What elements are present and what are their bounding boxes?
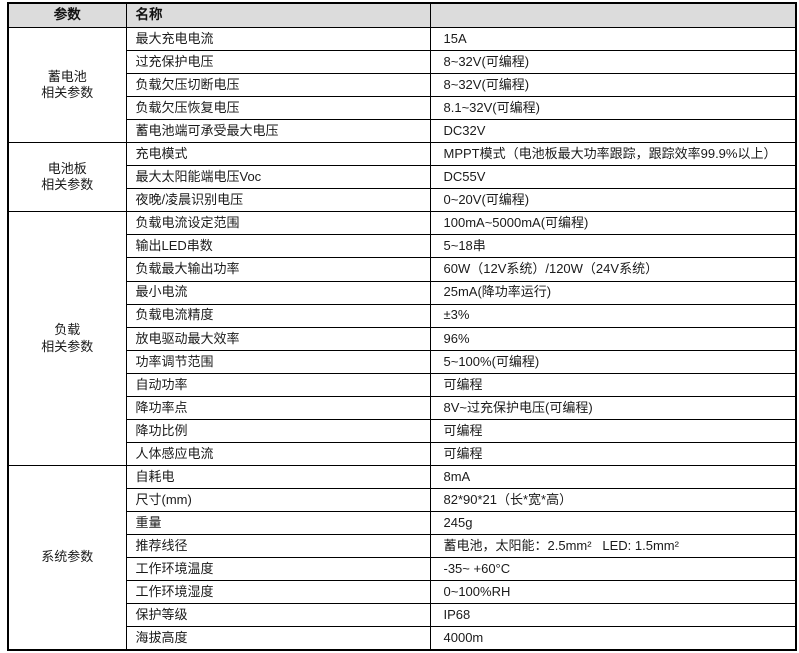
param-name-cell: 人体感应电流	[125, 441, 431, 466]
table-row: 负载欠压恢复电压 8.1~32V(可编程)	[8, 96, 797, 121]
spec-table: 参数 名称 蓄电池 相关参数 最大充电电流 15A 过充保护电压 8~32V(可编程) 负…	[7, 2, 797, 651]
param-value-cell: 可编程	[429, 418, 797, 443]
param-value-cell: 5~100%(可编程)	[429, 349, 797, 374]
group-label: 电池板 相关参数	[7, 142, 127, 213]
param-name-cell: 工作环境湿度	[125, 580, 431, 605]
table-row: 输出LED串数 5~18串	[8, 234, 797, 259]
param-value-cell: 245g	[429, 510, 797, 536]
param-value-cell: 25mA(降功率运行)	[429, 280, 797, 305]
param-value-cell: 8~32V(可编程)	[429, 50, 797, 75]
table-row: 负载欠压切断电压 8~32V(可编程)	[8, 73, 797, 98]
param-value-cell: 0~20V(可编程)	[429, 188, 797, 213]
spec-table-body: 蓄电池 相关参数 最大充电电流 15A 过充保护电压 8~32V(可编程) 负载欠压切断电…	[7, 26, 797, 651]
param-name-cell: 夜晚/凌晨识别电压	[125, 188, 431, 213]
table-row: 蓄电池 相关参数 最大充电电流 15A	[7, 26, 797, 144]
param-name-cell: 输出LED串数	[125, 234, 431, 259]
table-row: 保护等级 IP68	[8, 603, 797, 628]
param-name-cell: 负载欠压切断电压	[125, 73, 431, 98]
param-name-cell: 最大充电电流	[125, 26, 431, 52]
param-name-cell: 工作环境温度	[125, 557, 431, 582]
param-value-cell: 60W（12V系统）/120W（24V系统）	[429, 257, 797, 282]
table-row: 最大太阳能端电压Voc DC55V	[8, 165, 797, 190]
group-label: 系统参数	[7, 464, 127, 651]
table-row: 降功率点 8V~过充保护电压(可编程)	[8, 395, 797, 420]
param-name-cell: 功率调节范围	[125, 349, 431, 374]
param-value-cell: 15A	[429, 26, 797, 52]
header-cell-param: 参数	[7, 2, 127, 28]
param-value-cell: 8.1~32V(可编程)	[429, 96, 797, 121]
spec-table-header: 参数 名称	[7, 2, 797, 28]
table-row: 过充保护电压 8~32V(可编程)	[8, 50, 797, 75]
param-value-cell: 5~18串	[429, 234, 797, 259]
param-name-cell: 充电模式	[125, 142, 431, 167]
param-name-cell: 蓄电池端可承受最大电压	[125, 119, 431, 144]
param-value-cell: 96%	[429, 326, 797, 351]
param-name-cell: 负载电流精度	[125, 303, 431, 328]
table-row: 电池板 相关参数 充电模式 MPPT模式（电池板最大功率跟踪，跟踪效率99.9%以上…	[7, 142, 797, 213]
param-name-cell: 重量	[125, 510, 431, 536]
param-name-cell: 最大太阳能端电压Voc	[125, 165, 431, 190]
table-row: 重量 245g	[8, 510, 797, 536]
table-row: 推荐线径 蓄电池，太阳能：2.5mm² LED: 1.5mm²	[8, 534, 797, 559]
group-label: 负载 相关参数	[7, 211, 127, 466]
table-row: 夜晚/凌晨识别电压 0~20V(可编程)	[8, 188, 797, 213]
header-cell-value	[429, 2, 797, 28]
param-value-cell: IP68	[429, 603, 797, 628]
param-name-cell: 负载最大输出功率	[125, 257, 431, 282]
param-name-cell: 最小电流	[125, 280, 431, 305]
param-name-cell: 保护等级	[125, 603, 431, 628]
table-row: 系统参数 自耗电 8mA	[7, 464, 797, 651]
header-cell-name: 名称	[125, 2, 431, 28]
table-row: 降功比例 可编程	[8, 418, 797, 443]
param-name-cell: 降功率点	[125, 395, 431, 420]
param-value-cell: 100mA~5000mA(可编程)	[429, 211, 797, 236]
param-value-cell: 可编程	[429, 441, 797, 466]
param-value-cell: DC55V	[429, 165, 797, 190]
table-row: 负载 相关参数 负载电流设定范围 100mA~5000mA(可编程)	[7, 211, 797, 466]
param-name-cell: 负载电流设定范围	[125, 211, 431, 236]
table-row: 海拔高度 4000m	[8, 626, 797, 651]
param-value-cell: 82*90*21（长*宽*高）	[429, 487, 797, 512]
table-row: 自动功率 可编程	[8, 372, 797, 397]
param-value-cell: DC32V	[429, 119, 797, 144]
param-name-cell: 自耗电	[125, 464, 431, 489]
table-row: 蓄电池端可承受最大电压 DC32V	[8, 119, 797, 144]
param-name-cell: 海拔高度	[125, 626, 431, 651]
table-row: 工作环境温度 -35~ +60°C	[8, 557, 797, 582]
table-row: 负载最大输出功率 60W（12V系统）/120W（24V系统）	[8, 257, 797, 282]
param-value-cell: 可编程	[429, 372, 797, 397]
param-value-cell: 4000m	[429, 626, 797, 651]
header-row: 参数 名称	[7, 2, 797, 28]
param-name-cell: 自动功率	[125, 372, 431, 397]
param-value-cell: 8~32V(可编程)	[429, 73, 797, 98]
param-value-cell: -35~ +60°C	[429, 557, 797, 582]
param-value-cell: ±3%	[429, 303, 797, 328]
param-value-cell: 8mA	[429, 464, 797, 489]
param-name-cell: 负载欠压恢复电压	[125, 96, 431, 121]
table-row: 最小电流 25mA(降功率运行)	[8, 280, 797, 305]
param-value-cell: 8V~过充保护电压(可编程)	[429, 395, 797, 420]
param-name-cell: 推荐线径	[125, 534, 431, 559]
table-row: 工作环境湿度 0~100%RH	[8, 580, 797, 605]
param-name-cell: 过充保护电压	[125, 50, 431, 75]
param-value-cell: MPPT模式（电池板最大功率跟踪，跟踪效率99.9%以上）	[429, 142, 797, 167]
table-row: 放电驱动最大效率 96%	[8, 326, 797, 351]
table-row: 人体感应电流 可编程	[8, 441, 797, 466]
param-name-cell: 尺寸(mm)	[125, 487, 431, 512]
table-row: 负载电流精度 ±3%	[8, 303, 797, 328]
group-label: 蓄电池 相关参数	[7, 26, 127, 144]
table-row: 功率调节范围 5~100%(可编程)	[8, 349, 797, 374]
param-value-cell: 0~100%RH	[429, 580, 797, 605]
param-name-cell: 放电驱动最大效率	[125, 326, 431, 351]
param-value-cell: 蓄电池，太阳能：2.5mm² LED: 1.5mm²	[429, 534, 797, 559]
param-name-cell: 降功比例	[125, 418, 431, 443]
table-row: 尺寸(mm) 82*90*21（长*宽*高）	[8, 487, 797, 512]
